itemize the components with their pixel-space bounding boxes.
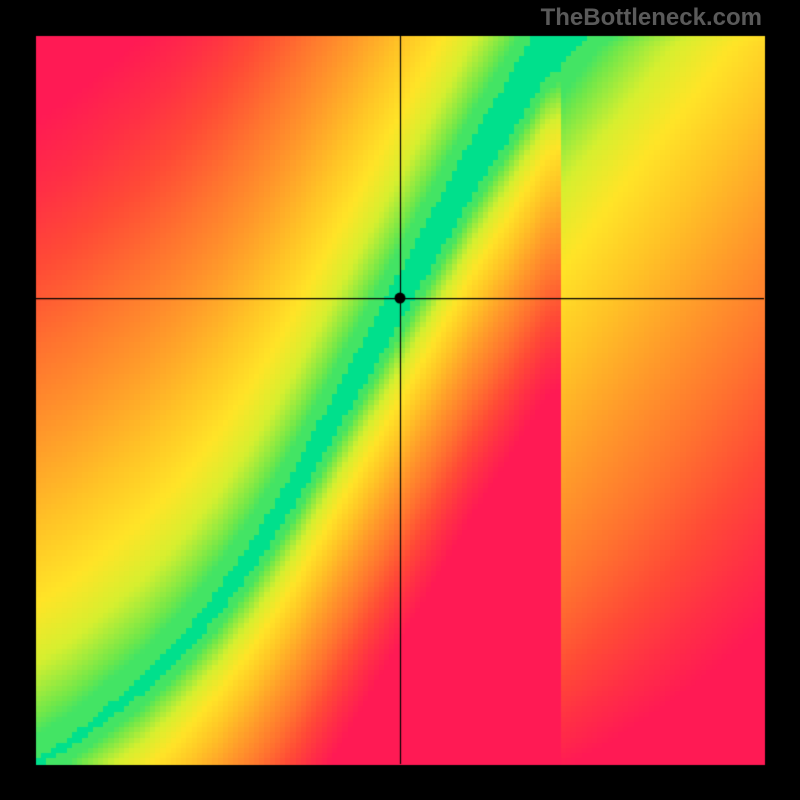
bottleneck-heatmap	[0, 0, 800, 800]
watermark-text: TheBottleneck.com	[541, 4, 762, 32]
